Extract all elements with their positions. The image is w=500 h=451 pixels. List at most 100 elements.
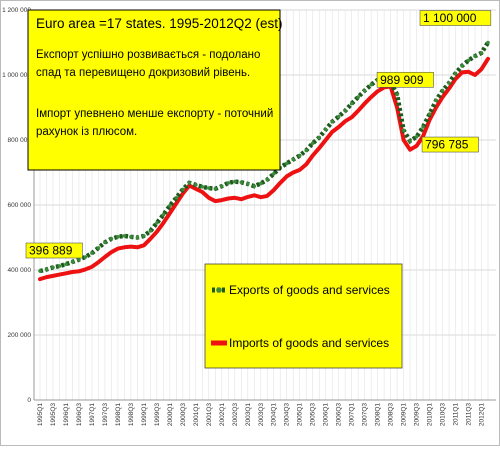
exports-point [401, 128, 406, 133]
exports-point [434, 98, 438, 103]
exports-point [148, 229, 153, 233]
annotation-label: 989 909 [380, 73, 424, 87]
annotation-box [421, 136, 479, 153]
y-tick-label: 1 000 000 [2, 72, 31, 79]
exports-point [343, 108, 347, 113]
y-tick-label: 200 000 [8, 332, 32, 339]
x-tick-label: 2011Q1 [453, 403, 460, 426]
exports-point [129, 235, 133, 239]
exports-point [330, 120, 334, 124]
x-tick-label: 2003Q3 [258, 403, 265, 427]
exports-point [155, 221, 159, 225]
exports-point [408, 139, 412, 143]
exports-point [232, 179, 237, 184]
exports-point [122, 234, 127, 238]
annotation-label: 396 889 [29, 244, 73, 258]
exports-point [38, 269, 42, 273]
exports-point [109, 237, 114, 241]
exports-point [473, 54, 477, 58]
x-tick-label: 2010Q3 [440, 403, 447, 427]
y-tick-label: 800 000 [8, 137, 32, 144]
legend-background [204, 263, 403, 369]
x-tick-label: 2006Q1 [323, 403, 330, 427]
x-tick-label: 2002Q3 [232, 403, 239, 427]
exports-point [135, 235, 140, 240]
legend-exports-label: Exports of goods and services [229, 283, 390, 297]
exports-point [265, 177, 270, 182]
exports-point [96, 246, 101, 250]
exports-point [466, 58, 471, 63]
comment-line-4: Імпорт упевнено менше експорту - поточни… [36, 108, 273, 120]
exports-point [271, 172, 276, 176]
exports-point [447, 81, 451, 85]
x-tick-label: 2012Q1 [479, 403, 486, 427]
annotation-box [376, 71, 434, 88]
annotation-box [25, 242, 83, 259]
exports-point [70, 260, 75, 264]
x-tick-label: 2008Q1 [375, 403, 382, 427]
y-tick-labels: 0 200 000 400 000 600 000 800 000 1 000 000 1 … [2, 7, 31, 404]
exports-point [239, 180, 244, 185]
title-box: Euro area =17 states. 1995-2012Q2 (est) … [27, 9, 283, 171]
exports-point [219, 184, 224, 188]
exports-point [77, 257, 81, 262]
exports-point [453, 71, 458, 76]
exports-point [161, 212, 166, 217]
x-tick-label: 2001Q1 [193, 403, 200, 427]
exports-point [194, 183, 198, 187]
comment-line-1: Експорт успішно розвивається - подолано [36, 49, 260, 61]
x-tick-label: 2005Q3 [310, 403, 317, 427]
exports-point [142, 234, 146, 238]
exports-point [349, 101, 354, 106]
exports-point [44, 267, 49, 272]
annotation-label: 1 100 000 [423, 11, 477, 25]
exports-point [103, 240, 107, 245]
chart-title: Euro area =17 states. 1995-2012Q2 (est) [36, 16, 283, 31]
exports-point [258, 181, 263, 186]
comment-line-2: спад та перевищено докризовий рівень. [36, 67, 250, 79]
exports-point [323, 127, 328, 132]
annotation-box [419, 10, 492, 26]
x-tick-label: 2000Q1 [167, 403, 174, 427]
x-tick-label: 2004Q3 [284, 403, 291, 427]
legend-imports-label: Imports of goods and services [229, 336, 389, 350]
exports-point [200, 185, 205, 189]
comment-line-5: рахунок із плюсом. [36, 126, 137, 138]
exports-point [486, 40, 490, 45]
exports-point [226, 181, 231, 185]
exports-point [51, 265, 55, 270]
exports-point [421, 125, 425, 129]
x-tick-label: 1999Q3 [154, 403, 161, 427]
exports-point [479, 51, 484, 55]
legend-exports-marker [216, 287, 222, 293]
x-tick-label: 1996Q1 [63, 403, 70, 427]
x-tick-label: 2002Q1 [219, 403, 226, 427]
x-tick-label: 2004Q1 [271, 403, 278, 427]
exports-point [414, 134, 419, 139]
x-tick-label: 2011Q3 [466, 403, 473, 426]
exports-point [83, 255, 88, 259]
exports-point [395, 92, 399, 97]
x-tick-label: 1997Q3 [102, 403, 109, 427]
x-tick-label: 1998Q1 [115, 403, 122, 427]
exports-point [187, 181, 192, 185]
x-tick-label: 2003Q1 [245, 403, 252, 427]
x-tick-labels: 1995Q1 1995Q3 1996Q1 1996Q3 1997Q1 1997Q3 1998… [37, 403, 486, 427]
exports-point [284, 161, 289, 166]
exports-point [207, 186, 211, 190]
x-tick-label: 2010Q1 [427, 403, 434, 427]
x-tick-label: 2008Q3 [388, 403, 395, 427]
exports-point [460, 64, 464, 68]
x-tick-label: 2000Q3 [180, 403, 187, 427]
exports-point [336, 114, 341, 119]
exports-point [213, 186, 218, 191]
y-tick-label: 1 200 000 [2, 7, 31, 14]
imports-series-line [38, 56, 490, 282]
exports-point [356, 95, 360, 99]
y-tick-label: 400 000 [8, 267, 32, 274]
x-tick-label: 1995Q3 [50, 403, 57, 427]
exports-point [304, 148, 309, 153]
x-tick-label: 1998Q3 [128, 403, 135, 427]
x-tick-label: 1997Q1 [89, 403, 96, 427]
